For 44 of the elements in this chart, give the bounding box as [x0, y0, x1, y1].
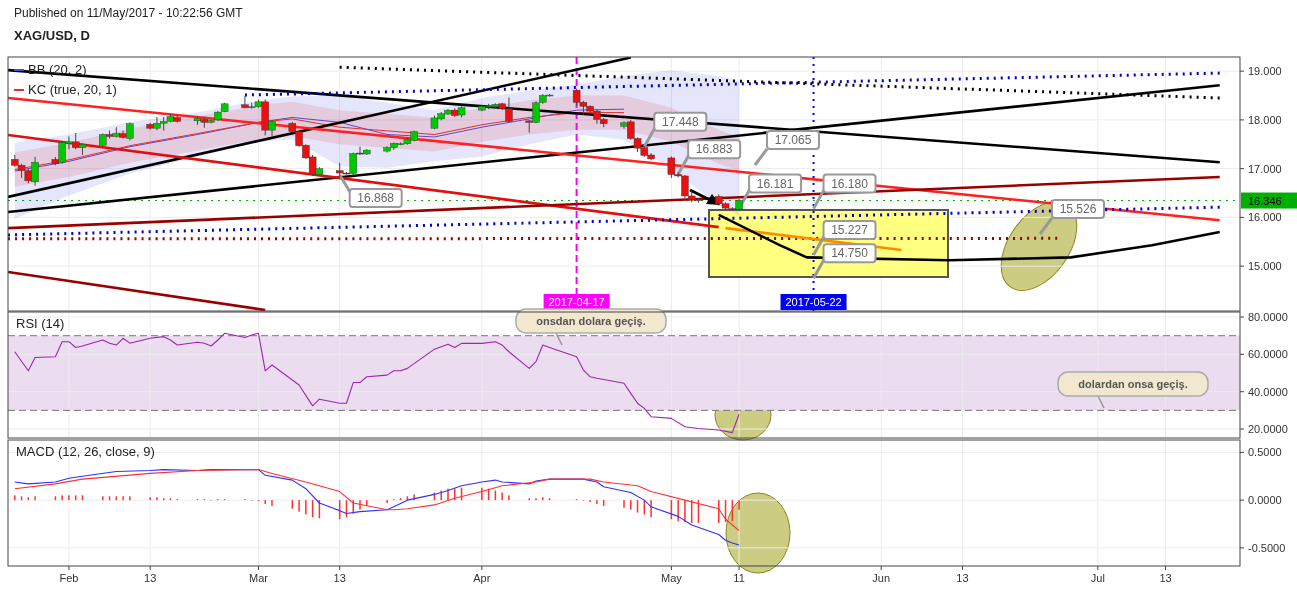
annotation: 14.750 [831, 246, 869, 261]
line-series [14, 332, 740, 434]
line-series [14, 469, 740, 532]
annotation: onsdan dolara geçiş. [536, 315, 646, 327]
ref-line-label: 2017-04-17 [548, 296, 605, 308]
y-tick-label: 40.0000 [1248, 385, 1288, 398]
x-tick-label: Apr [473, 572, 491, 584]
chart-title: RSI (14) [16, 316, 65, 331]
x-tick-label: Jul [1090, 572, 1105, 584]
text: Published on 11/May/2017 - 10:22:56 GMT [14, 6, 244, 20]
y-tick-label: 80.0000 [1248, 311, 1288, 324]
annotation: 16.181 [756, 176, 794, 191]
x-tick-label: 13 [144, 572, 157, 584]
y-tick-label: 0.5000 [1248, 446, 1282, 459]
x-tick-label: May [660, 572, 683, 584]
annotation: 15.227 [831, 223, 869, 238]
annotation: 16.868 [357, 191, 395, 206]
ref-line-label: 2017-05-22 [785, 296, 842, 308]
annotation: 15.526 [1059, 202, 1097, 216]
legend-label: KC (true, 20, 1) [28, 82, 117, 97]
y-tick-label: 19.000 [1248, 65, 1282, 78]
y-tick-label: -0.5000 [1248, 541, 1286, 554]
y-tick-label: 0.0000 [1248, 494, 1282, 507]
annotation: 17.065 [774, 133, 812, 147]
x-tick-label: Jun [872, 572, 891, 584]
x-tick-label: 13 [333, 572, 346, 584]
y-tick-label: 60.0000 [1248, 348, 1288, 361]
x-tick-label: 11 [733, 572, 745, 584]
y-tick-label: 17.000 [1248, 162, 1282, 175]
ref-line-label: 16.346 [1248, 194, 1282, 207]
x-tick-label: 13 [1159, 572, 1172, 584]
y-tick-label: 18.000 [1248, 113, 1282, 126]
annotation: dolardan onsa geçiş. [1078, 378, 1188, 390]
annotation: 16.883 [695, 142, 733, 157]
x-tick-label: 13 [956, 572, 969, 584]
annotation: 17.448 [661, 114, 699, 129]
chart-title: MACD (12, 26, close, 9) [16, 444, 155, 459]
y-tick-label: 16.000 [1248, 211, 1282, 224]
y-tick-label: 20.0000 [1248, 423, 1288, 436]
y-tick-label: 15.000 [1248, 260, 1282, 273]
x-tick-label: Mar [248, 572, 269, 584]
chart-title: XAG/USD, D [14, 28, 90, 43]
x-tick-label: Feb [59, 572, 79, 584]
annotation: 16.180 [831, 176, 869, 191]
